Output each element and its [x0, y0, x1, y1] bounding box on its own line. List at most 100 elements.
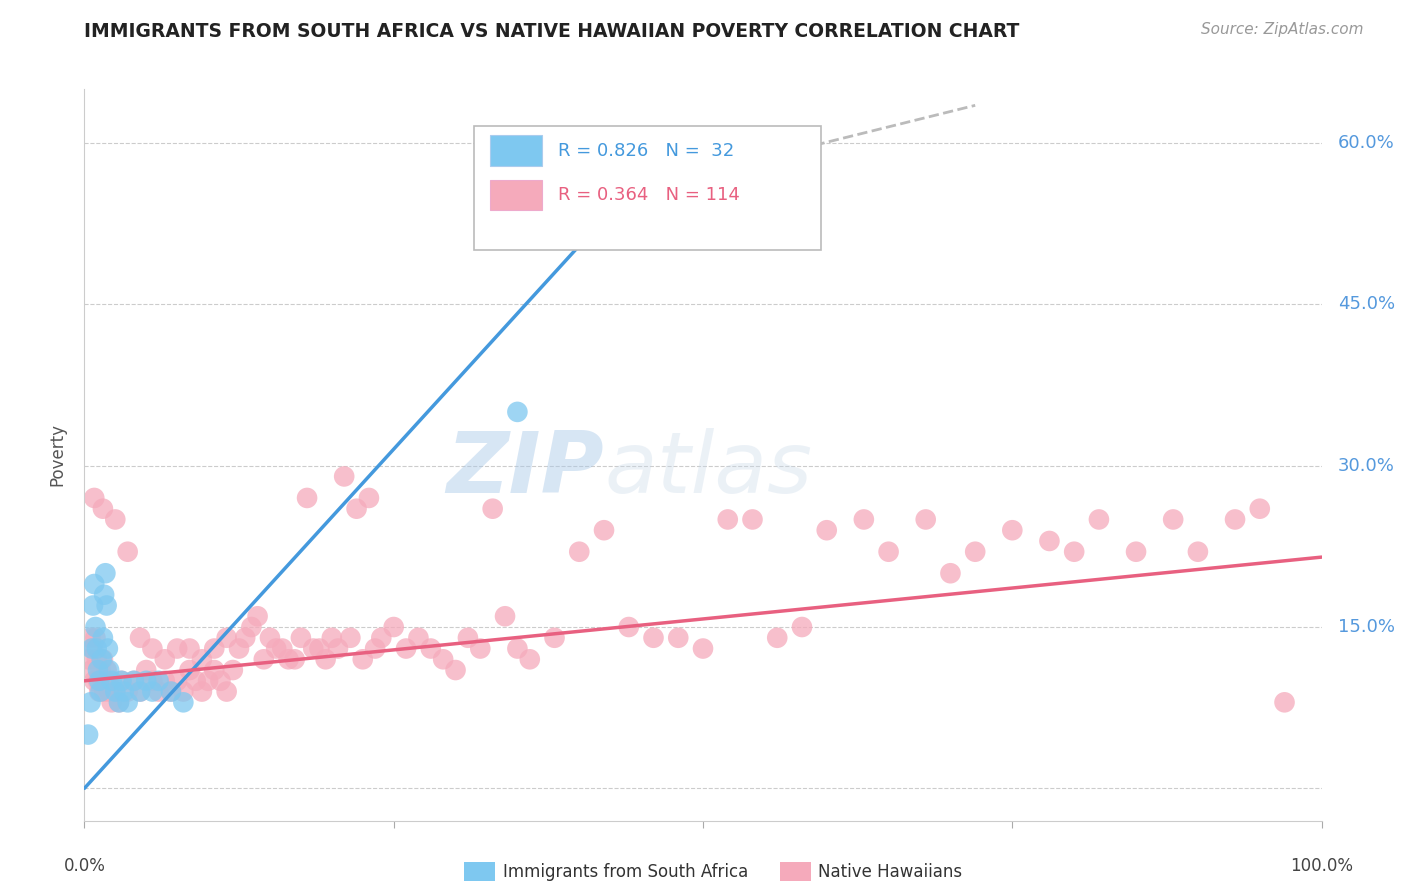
Point	[470, 641, 492, 656]
Point	[87, 663, 110, 677]
Point	[79, 695, 101, 709]
Point	[617, 211, 640, 226]
Point	[91, 501, 114, 516]
Point	[82, 641, 104, 656]
Point	[222, 663, 245, 677]
Point	[98, 684, 121, 698]
Point	[79, 631, 101, 645]
Point	[457, 631, 479, 645]
Text: R = 0.364   N = 114: R = 0.364 N = 114	[558, 186, 740, 204]
FancyBboxPatch shape	[491, 179, 543, 211]
Point	[80, 641, 103, 656]
Point	[135, 673, 157, 688]
Point	[83, 577, 105, 591]
Point	[117, 545, 139, 559]
Point	[129, 684, 152, 698]
Text: 0.0%: 0.0%	[63, 857, 105, 875]
Point	[91, 652, 114, 666]
Point	[290, 631, 312, 645]
Point	[1001, 523, 1024, 537]
Point	[117, 684, 139, 698]
Text: 60.0%: 60.0%	[1337, 134, 1395, 152]
Point	[83, 491, 105, 505]
Text: 100.0%: 100.0%	[1291, 857, 1353, 875]
Point	[259, 631, 281, 645]
Point	[129, 631, 152, 645]
Point	[80, 663, 103, 677]
Point	[141, 641, 163, 656]
Point	[89, 684, 111, 698]
Point	[444, 663, 467, 677]
Point	[965, 545, 987, 559]
Point	[1249, 501, 1271, 516]
Point	[666, 631, 689, 645]
Point	[1223, 512, 1246, 526]
Point	[643, 631, 665, 645]
Point	[100, 673, 122, 688]
Point	[277, 652, 299, 666]
Point	[593, 523, 616, 537]
Point	[148, 684, 170, 698]
Text: R = 0.826   N =  32: R = 0.826 N = 32	[558, 142, 734, 160]
Point	[815, 523, 838, 537]
Point	[382, 620, 405, 634]
Point	[77, 652, 100, 666]
FancyBboxPatch shape	[491, 136, 543, 166]
Point	[172, 684, 194, 698]
Point	[98, 663, 121, 677]
Point	[1088, 512, 1111, 526]
Point	[717, 512, 740, 526]
Point	[308, 641, 330, 656]
Point	[1038, 533, 1060, 548]
Point	[519, 652, 541, 666]
Point	[122, 673, 145, 688]
Point	[215, 684, 238, 698]
Point	[302, 641, 325, 656]
Point	[271, 641, 294, 656]
Y-axis label: Poverty: Poverty	[48, 424, 66, 486]
Point	[568, 545, 591, 559]
Point	[108, 695, 131, 709]
Text: Native Hawaiians: Native Hawaiians	[818, 863, 963, 881]
Point	[877, 545, 900, 559]
Point	[129, 684, 152, 698]
Point	[419, 641, 441, 656]
Point	[87, 673, 110, 688]
Text: 45.0%: 45.0%	[1337, 295, 1395, 313]
Point	[240, 620, 263, 634]
Point	[91, 631, 114, 645]
Point	[89, 663, 111, 677]
Point	[370, 631, 392, 645]
Point	[93, 588, 115, 602]
Point	[543, 631, 565, 645]
Point	[939, 566, 962, 581]
Point	[215, 631, 238, 645]
Point	[89, 684, 111, 698]
Point	[148, 673, 170, 688]
Point	[179, 663, 201, 677]
Point	[153, 652, 176, 666]
Point	[110, 673, 132, 688]
Point	[364, 641, 387, 656]
Point	[135, 663, 157, 677]
Point	[209, 673, 232, 688]
Text: Immigrants from South Africa: Immigrants from South Africa	[503, 863, 748, 881]
Point	[494, 609, 516, 624]
Point	[202, 641, 225, 656]
Text: IMMIGRANTS FROM SOUTH AFRICA VS NATIVE HAWAIIAN POVERTY CORRELATION CHART: IMMIGRANTS FROM SOUTH AFRICA VS NATIVE H…	[84, 22, 1019, 41]
Point	[852, 512, 875, 526]
Point	[481, 501, 503, 516]
Point	[395, 641, 418, 656]
Point	[90, 652, 112, 666]
Point	[172, 695, 194, 709]
Point	[104, 512, 127, 526]
Point	[253, 652, 276, 666]
Point	[166, 641, 188, 656]
Text: Source: ZipAtlas.com: Source: ZipAtlas.com	[1201, 22, 1364, 37]
Point	[617, 620, 640, 634]
Point	[112, 684, 135, 698]
Point	[122, 673, 145, 688]
Point	[295, 491, 318, 505]
Point	[1187, 545, 1209, 559]
Point	[86, 641, 108, 656]
